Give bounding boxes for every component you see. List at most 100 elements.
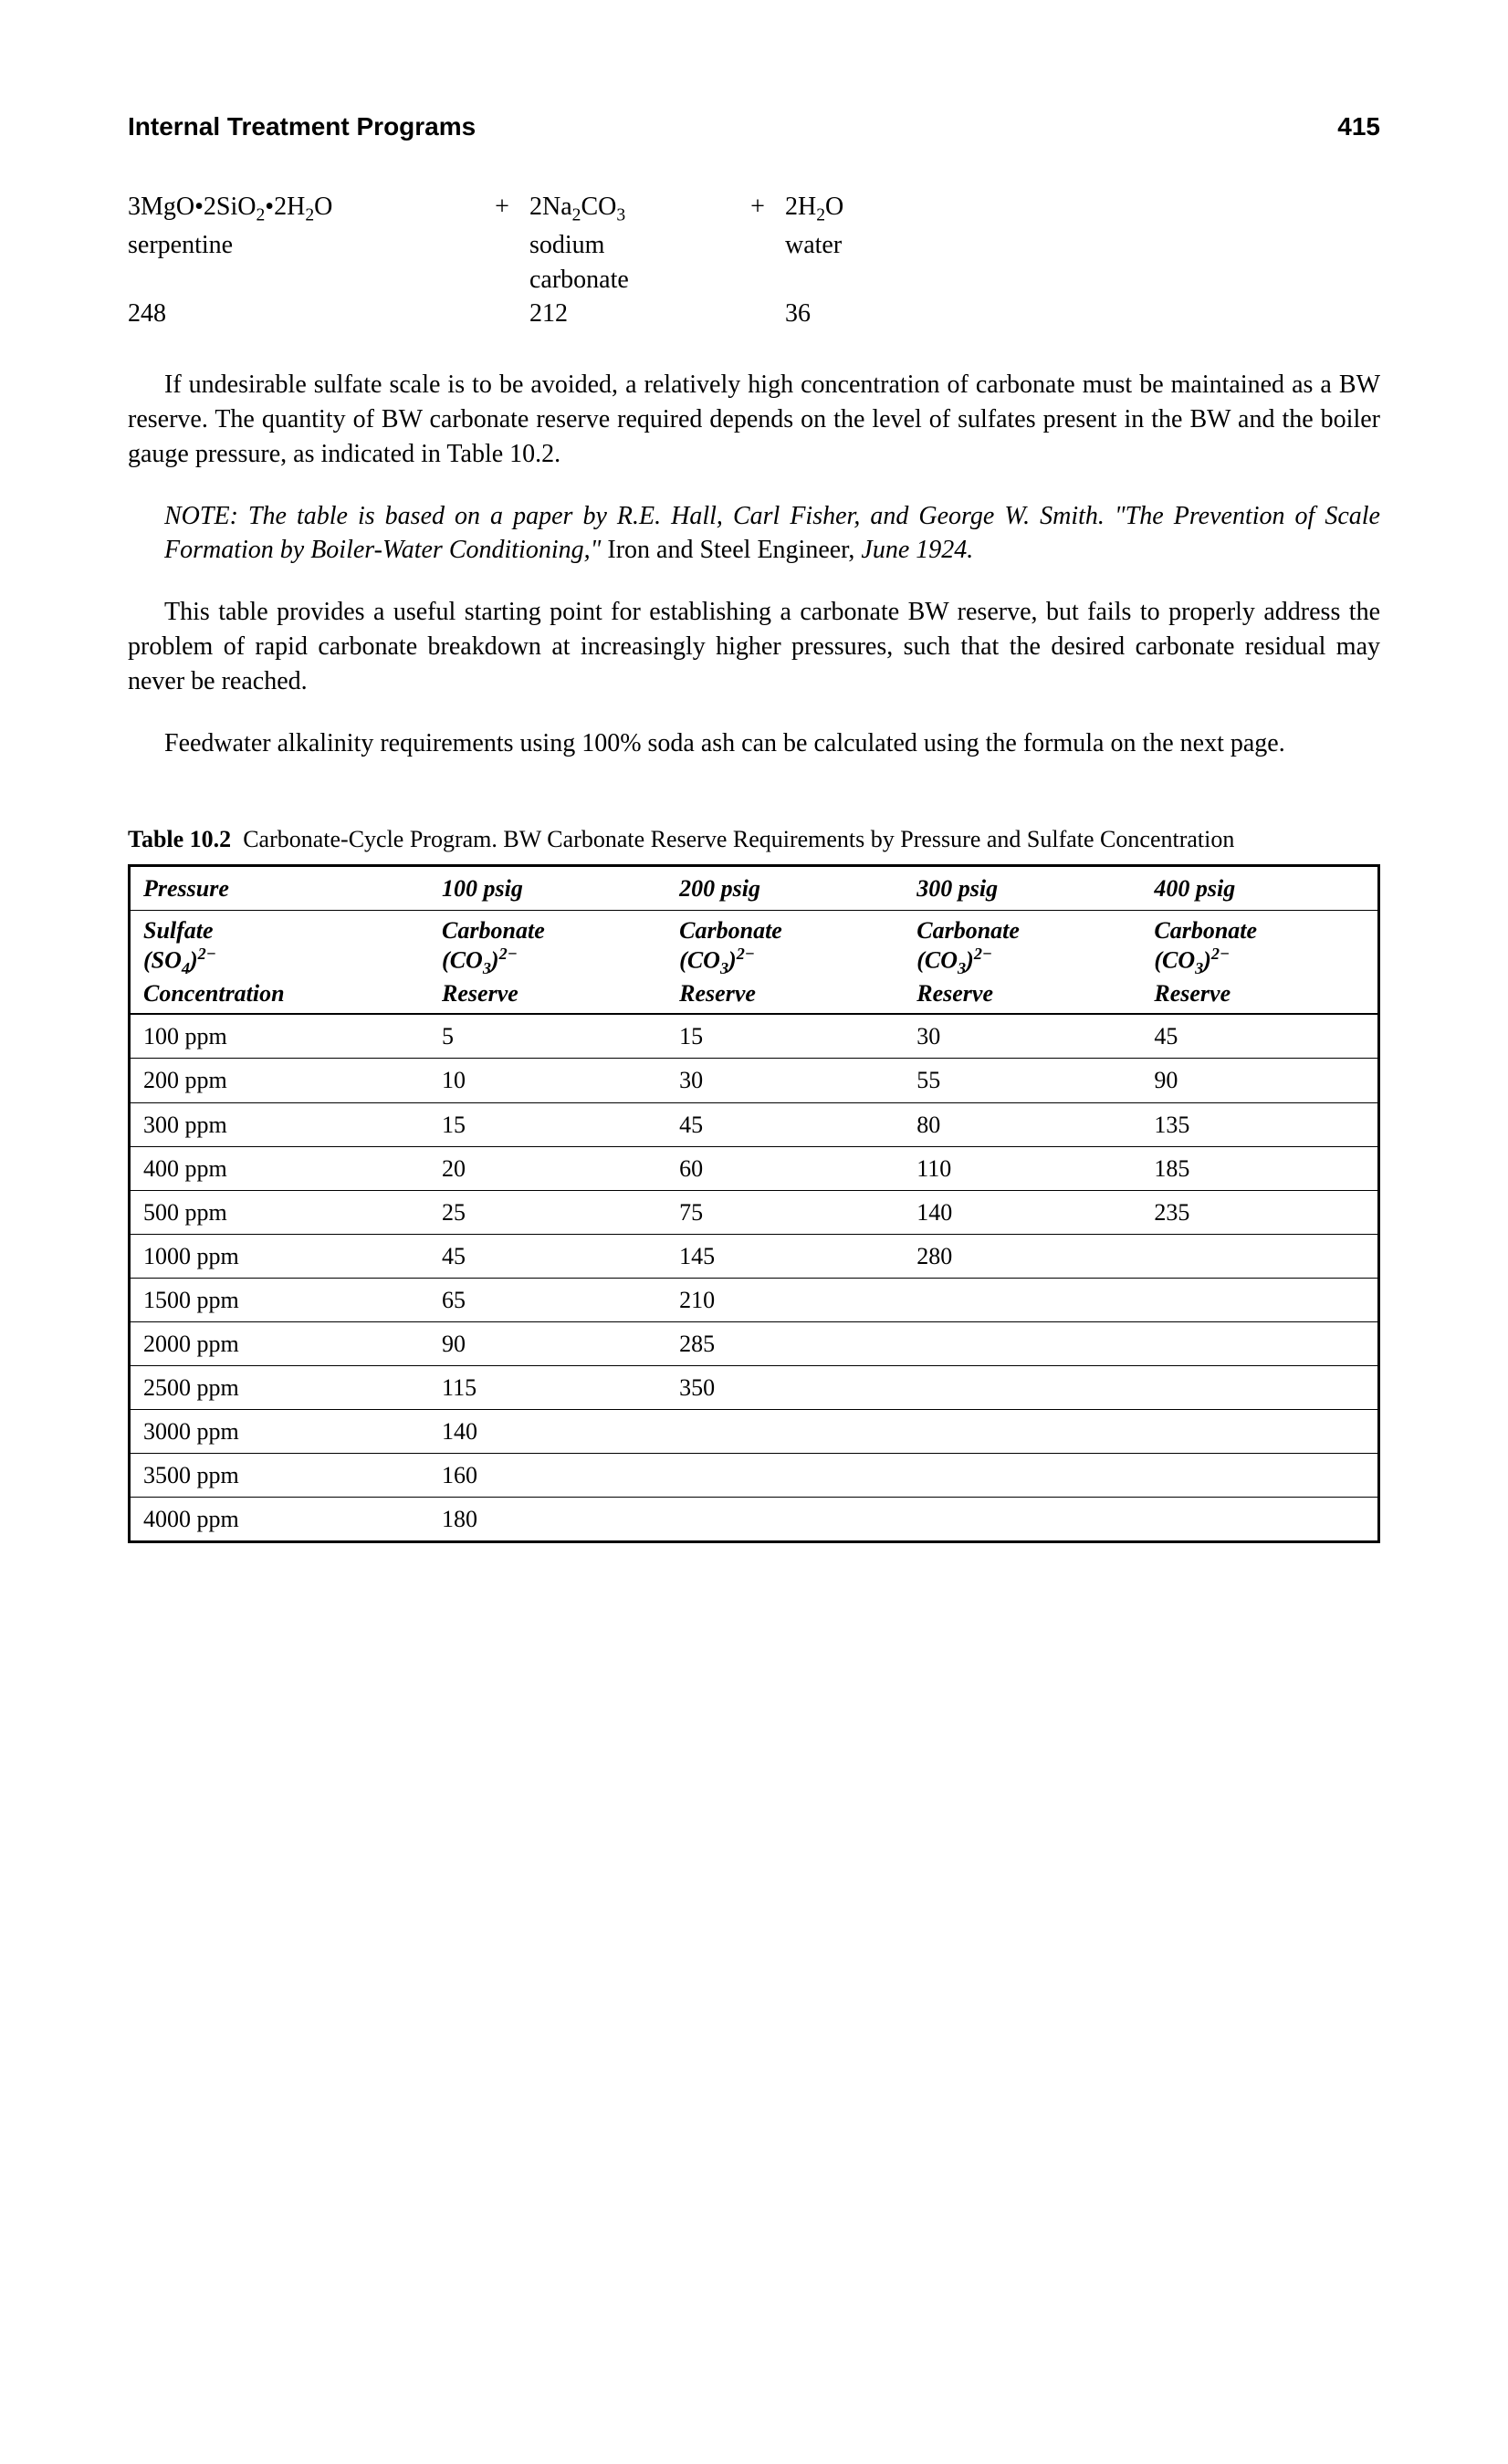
table-cell: 90	[1141, 1059, 1378, 1102]
col-subheader-carbonate: Carbonate (CO3)2− Reserve	[904, 911, 1141, 1015]
table-cell: 90	[429, 1322, 666, 1366]
table-label: Table 10.2	[128, 826, 231, 852]
page-header: Internal Treatment Programs 415	[128, 110, 1380, 144]
table-cell: 200 ppm	[130, 1059, 430, 1102]
col-header-pressure: Pressure	[130, 866, 430, 911]
col-subheader-carbonate: Carbonate (CO3)2− Reserve	[1141, 911, 1378, 1015]
running-title: Internal Treatment Programs	[128, 110, 476, 144]
table-row: 200 ppm10305590	[130, 1059, 1379, 1102]
table-cell: 140	[904, 1190, 1141, 1234]
table-cell: 180	[429, 1498, 666, 1542]
paragraph: This table provides a useful starting po…	[128, 595, 1380, 698]
col-subheader-carbonate: Carbonate (CO3)2− Reserve	[666, 911, 904, 1015]
chemical-equation: 3MgO•2SiO2•2H2O + 2Na2CO3 + 2H2O serpent…	[128, 190, 1380, 331]
table-cell	[666, 1410, 904, 1454]
table-row: 500 ppm2575140235	[130, 1190, 1379, 1234]
table-cell	[1141, 1366, 1378, 1410]
table-cell	[666, 1454, 904, 1498]
caption-text: Carbonate-Cycle Program. BW Carbonate Re…	[243, 826, 1234, 852]
table-cell: 45	[666, 1102, 904, 1146]
table-cell	[904, 1278, 1141, 1321]
table-cell: 160	[429, 1454, 666, 1498]
reactant2-name: sodiumcarbonate	[529, 228, 730, 298]
table-cell: 100 ppm	[130, 1014, 430, 1059]
table-row: 4000 ppm180	[130, 1498, 1379, 1542]
col-header: 400 psig	[1141, 866, 1378, 911]
table-cell: 30	[666, 1059, 904, 1102]
col-header: 100 psig	[429, 866, 666, 911]
table-cell: 210	[666, 1278, 904, 1321]
reactant1-formula: 3MgO•2SiO2•2H2O	[128, 190, 475, 228]
table-cell: 235	[1141, 1190, 1378, 1234]
table-row: 400 ppm2060110185	[130, 1146, 1379, 1190]
table-cell: 110	[904, 1146, 1141, 1190]
table-cell: 45	[429, 1234, 666, 1278]
reactant1-name: serpentine	[128, 228, 475, 298]
table-cell: 135	[1141, 1102, 1378, 1146]
table-cell: 500 ppm	[130, 1190, 430, 1234]
table-body: 100 ppm5153045200 ppm10305590300 ppm1545…	[130, 1014, 1379, 1542]
table-cell: 145	[666, 1234, 904, 1278]
table-cell	[1141, 1498, 1378, 1542]
table-cell	[1141, 1454, 1378, 1498]
reactant1-mass: 248	[128, 297, 475, 331]
note-block: NOTE: The table is based on a paper by R…	[164, 499, 1380, 569]
table-cell	[904, 1366, 1141, 1410]
table-cell: 65	[429, 1278, 666, 1321]
table-cell	[1141, 1234, 1378, 1278]
table-cell	[1141, 1278, 1378, 1321]
table-row: 100 ppm5153045	[130, 1014, 1379, 1059]
table-cell: 140	[429, 1410, 666, 1454]
table-cell: 400 ppm	[130, 1146, 430, 1190]
table-cell: 30	[904, 1014, 1141, 1059]
table-cell: 115	[429, 1366, 666, 1410]
product-mass: 36	[785, 297, 931, 331]
table-row: 300 ppm154580135	[130, 1102, 1379, 1146]
table-cell: 1500 ppm	[130, 1278, 430, 1321]
table-subheader-row: Sulfate (SO4)2− Concentration Carbonate …	[130, 911, 1379, 1015]
table-cell: 15	[429, 1102, 666, 1146]
table-cell: 10	[429, 1059, 666, 1102]
paragraph: If undesirable sulfate scale is to be av…	[128, 368, 1380, 471]
table-cell: 280	[904, 1234, 1141, 1278]
paragraph: Feedwater alkalinity requirements using …	[128, 726, 1380, 761]
reactant2-mass: 212	[529, 297, 730, 331]
table-cell: 2000 ppm	[130, 1322, 430, 1366]
note-label: NOTE:	[164, 502, 238, 530]
product-formula: 2H2O	[785, 190, 931, 228]
table-row: 1500 ppm65210	[130, 1278, 1379, 1321]
table-row: 2500 ppm115350	[130, 1366, 1379, 1410]
table-cell: 285	[666, 1322, 904, 1366]
table-row: 3000 ppm140	[130, 1410, 1379, 1454]
table-cell	[1141, 1410, 1378, 1454]
table-cell: 15	[666, 1014, 904, 1059]
table-cell: 1000 ppm	[130, 1234, 430, 1278]
table-caption: Table 10.2 Carbonate-Cycle Program. BW C…	[128, 824, 1380, 855]
table-cell: 350	[666, 1366, 904, 1410]
table-cell: 60	[666, 1146, 904, 1190]
table-cell: 75	[666, 1190, 904, 1234]
plus-sign: +	[475, 190, 529, 228]
table-cell	[904, 1498, 1141, 1542]
col-header: 300 psig	[904, 866, 1141, 911]
table-row: 2000 ppm90285	[130, 1322, 1379, 1366]
table-header-row: Pressure 100 psig 200 psig 300 psig 400 …	[130, 866, 1379, 911]
table-cell: 300 ppm	[130, 1102, 430, 1146]
table-cell: 3500 ppm	[130, 1454, 430, 1498]
table-cell: 3000 ppm	[130, 1410, 430, 1454]
table-cell	[904, 1454, 1141, 1498]
reactant2-formula: 2Na2CO3	[529, 190, 730, 228]
table-cell: 45	[1141, 1014, 1378, 1059]
table-cell	[904, 1410, 1141, 1454]
table-cell: 25	[429, 1190, 666, 1234]
plus-sign: +	[730, 190, 785, 228]
table-cell: 2500 ppm	[130, 1366, 430, 1410]
col-subheader-carbonate: Carbonate (CO3)2− Reserve	[429, 911, 666, 1015]
product-name: water	[785, 228, 931, 298]
table-cell	[1141, 1322, 1378, 1366]
note-text: June 1924.	[854, 536, 973, 564]
col-subheader-sulfate: Sulfate (SO4)2− Concentration	[130, 911, 430, 1015]
note-text: Iron and Steel Engineer,	[601, 536, 854, 564]
table-cell: 5	[429, 1014, 666, 1059]
table-cell	[666, 1498, 904, 1542]
